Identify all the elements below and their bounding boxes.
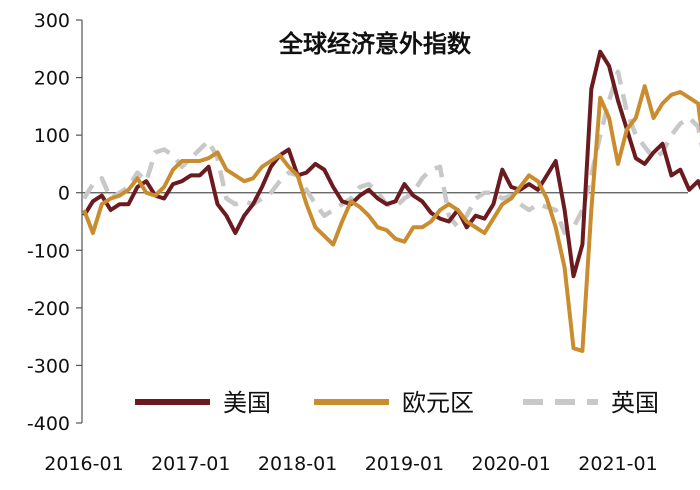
y-tick-label: 200 xyxy=(34,68,70,90)
x-tick-label: 2017-01 xyxy=(151,453,230,475)
series-line-1 xyxy=(82,49,700,279)
x-tick-label: 2016-01 xyxy=(44,453,123,475)
legend-label-2: 欧元区 xyxy=(402,389,474,417)
y-tick-label: 100 xyxy=(34,125,70,147)
y-tick-label: -300 xyxy=(27,355,70,377)
x-tick-label: 2020-01 xyxy=(472,453,551,475)
x-axis: 2016-01 2017-01 2018-01 2019-01 2020-01 2021-… xyxy=(44,192,688,475)
series-layer xyxy=(82,49,700,353)
x-tick-label: 2018-01 xyxy=(258,453,337,475)
legend: 美国 欧元区 英国 xyxy=(135,389,659,417)
x-tick-label: 2019-01 xyxy=(365,453,444,475)
y-axis: 300 200 100 0 -100 -200 -300 -400 xyxy=(27,10,83,435)
chart-title: 全球经济意外指数 xyxy=(278,30,472,58)
y-tick-label: -400 xyxy=(27,413,70,435)
legend-label-3: 英国 xyxy=(611,389,659,417)
y-tick-label: 0 xyxy=(58,183,70,205)
y-tick-label: 300 xyxy=(34,10,70,32)
series-line-3 xyxy=(82,69,700,236)
legend-label-1: 美国 xyxy=(223,389,271,417)
y-tick-label: -200 xyxy=(27,298,70,320)
series-line-2 xyxy=(82,84,700,353)
y-tick-label: -100 xyxy=(27,240,70,262)
x-tick-label: 2021-01 xyxy=(578,453,657,475)
